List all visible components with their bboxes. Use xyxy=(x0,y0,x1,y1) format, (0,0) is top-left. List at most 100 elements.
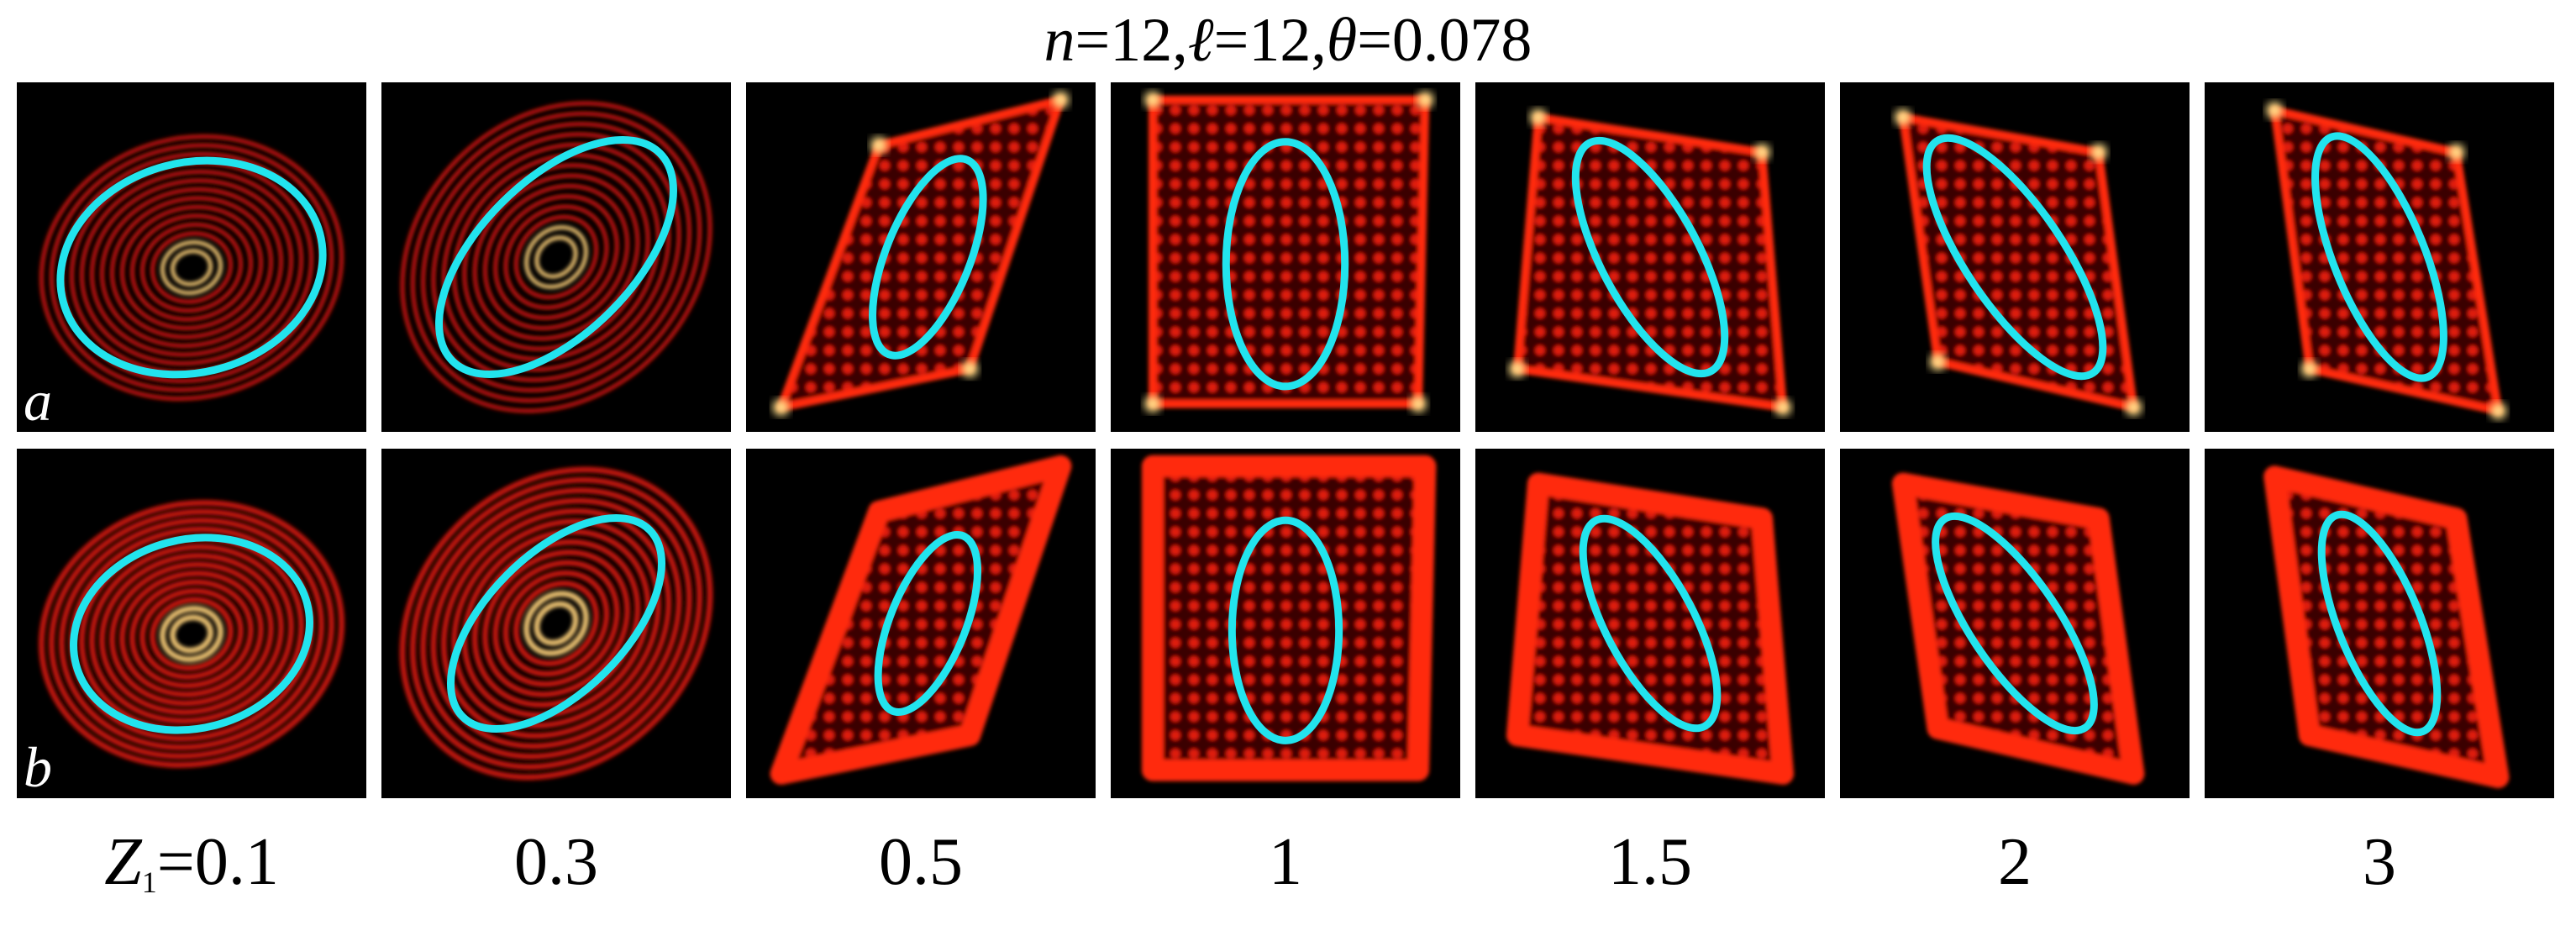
title-value: =0.078 xyxy=(1357,6,1532,75)
cyan-ellipse xyxy=(1222,138,1349,391)
ring xyxy=(139,587,244,681)
ring xyxy=(451,518,661,728)
cyan-ellipse xyxy=(874,531,982,716)
ring xyxy=(48,508,335,760)
ring xyxy=(481,549,631,698)
column-value: 1.5 xyxy=(1608,825,1692,899)
cyan-ellipse xyxy=(1922,134,2107,381)
column-label: 3 xyxy=(2363,825,2396,899)
ring xyxy=(409,476,703,770)
cyan-ellipse xyxy=(2311,132,2447,382)
cyan-ellipse xyxy=(435,136,677,378)
ring xyxy=(129,213,254,322)
corner-spot xyxy=(1143,91,1161,108)
ring xyxy=(119,204,264,331)
cyan-ellipse xyxy=(869,155,987,360)
panel xyxy=(381,82,731,432)
cyan-ellipse xyxy=(1579,514,1722,733)
corner-spot xyxy=(2447,144,2465,161)
column-value: 0.5 xyxy=(879,825,963,899)
panel xyxy=(2205,82,2554,432)
ring xyxy=(49,143,334,392)
ring xyxy=(118,570,265,698)
row-label: a xyxy=(24,369,52,433)
corner-spot xyxy=(1929,353,1947,371)
ring xyxy=(534,235,578,279)
intensity-lattice xyxy=(2263,465,2510,789)
panel xyxy=(2205,449,2554,798)
intensity-rings xyxy=(399,466,713,781)
panel xyxy=(746,82,1096,432)
panel xyxy=(1111,449,1460,798)
title-value: =12, xyxy=(1075,6,1188,75)
intensity-lattice xyxy=(1512,113,1788,412)
figure-title: n=12,ℓ=12,θ=0.078 xyxy=(1044,6,1532,75)
column-value: 3 xyxy=(2363,825,2396,899)
title-variable: n xyxy=(1044,6,1075,75)
ring xyxy=(492,560,620,687)
z-equals: = xyxy=(157,825,195,899)
ring xyxy=(441,142,671,372)
panel-background xyxy=(381,82,731,432)
corner-spot xyxy=(2090,144,2107,161)
corner-spot xyxy=(1753,144,1771,161)
ring xyxy=(502,570,610,677)
title-variable: θ xyxy=(1327,6,1357,75)
ring xyxy=(99,187,284,349)
ring xyxy=(170,249,213,287)
corner-spot xyxy=(2300,360,2318,378)
corner-spot xyxy=(2489,402,2507,420)
ring xyxy=(503,204,609,310)
ring xyxy=(400,101,712,413)
cyan-ellipse xyxy=(2317,510,2442,737)
row-label: b xyxy=(24,735,52,799)
intensity-lattice xyxy=(770,455,1072,785)
corner-spot xyxy=(772,398,790,416)
ring xyxy=(169,614,214,654)
z-symbol: Z xyxy=(104,825,143,899)
column-value: 0.1 xyxy=(195,825,279,899)
ring xyxy=(513,580,600,667)
ring xyxy=(39,134,344,401)
panel xyxy=(17,449,366,798)
column-value: 1 xyxy=(1269,825,1302,899)
corner-spot xyxy=(1508,360,1526,378)
corner-spot xyxy=(1417,91,1434,108)
z-subscript: 1 xyxy=(142,865,157,899)
panel xyxy=(746,449,1096,798)
title-variable: ℓ xyxy=(1188,6,1214,75)
ring xyxy=(534,601,579,646)
panel xyxy=(1111,82,1460,432)
column-value: 0.3 xyxy=(514,825,598,899)
panel xyxy=(1840,449,2190,798)
ring xyxy=(410,111,702,403)
ring xyxy=(109,196,274,339)
ring xyxy=(440,507,672,739)
column-label: 0.3 xyxy=(514,825,598,899)
ring xyxy=(461,528,651,718)
intensity-lattice xyxy=(1141,455,1437,781)
ring xyxy=(129,579,255,689)
ring xyxy=(98,552,285,716)
column-label: 2 xyxy=(1998,825,2032,899)
column-label: 0.5 xyxy=(879,825,963,899)
cyan-ellipse xyxy=(1571,136,1729,378)
corner-spot xyxy=(1774,398,1792,416)
corner-spot xyxy=(1529,108,1547,126)
ring xyxy=(139,222,244,313)
corner-spot xyxy=(2266,102,2284,119)
column-label: Z1=0.1 xyxy=(104,825,279,899)
corner-spot xyxy=(1894,108,1911,126)
title-value: =12, xyxy=(1214,6,1327,75)
ring xyxy=(462,163,650,351)
ring xyxy=(471,539,641,708)
ring xyxy=(160,239,223,296)
ring xyxy=(89,178,294,357)
ring xyxy=(513,214,599,300)
ring xyxy=(420,487,692,760)
ring xyxy=(88,544,295,724)
ring xyxy=(524,225,588,289)
corner-spot xyxy=(870,136,888,154)
intensity-lattice xyxy=(1506,472,1795,785)
